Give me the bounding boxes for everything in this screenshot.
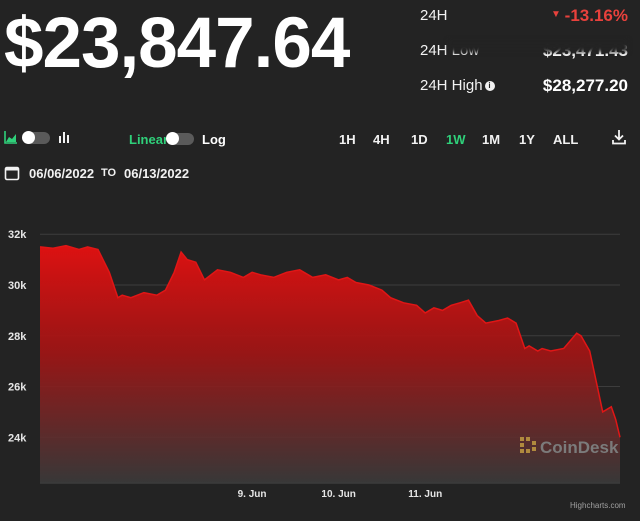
high-label: 24H High i bbox=[420, 77, 495, 94]
y-tick-label: 30k bbox=[8, 280, 27, 292]
range-1d-button[interactable]: 1D bbox=[411, 132, 428, 147]
date-from-input[interactable]: 06/06/2022 bbox=[29, 166, 95, 181]
range-1h-button[interactable]: 1H bbox=[339, 132, 356, 147]
download-icon[interactable] bbox=[611, 129, 627, 145]
x-axis: 9. Jun 10. Jun 11. Jun bbox=[238, 489, 443, 500]
current-price: $23,847.64 bbox=[4, 4, 350, 83]
x-tick-label: 11. Jun bbox=[408, 489, 442, 500]
chart-type-toggle-knob bbox=[22, 131, 35, 144]
down-triangle-icon: ▼ bbox=[551, 9, 561, 20]
y-tick-label: 24k bbox=[8, 432, 27, 444]
bar-chart-icon[interactable] bbox=[58, 130, 70, 144]
coindesk-logo-icon bbox=[520, 437, 536, 453]
y-tick-label: 32k bbox=[8, 229, 27, 241]
x-tick-label: 9. Jun bbox=[238, 489, 267, 500]
high-value: $28,277.20 bbox=[542, 76, 628, 95]
area-fill bbox=[40, 245, 620, 483]
change-value: -13.16% bbox=[564, 6, 628, 25]
y-tick-label: 26k bbox=[8, 382, 27, 394]
y-axis: 32k 30k 28k 26k 24k bbox=[8, 229, 27, 444]
watermark-text: CoinDesk bbox=[540, 438, 619, 457]
high-label-text: 24H High bbox=[420, 77, 483, 94]
date-to-label: TO bbox=[101, 167, 117, 179]
highcharts-credit[interactable]: Highcharts.com bbox=[570, 501, 626, 510]
info-icon[interactable]: i bbox=[484, 81, 495, 92]
scale-toggle-knob bbox=[166, 132, 179, 145]
range-4h-button[interactable]: 4H bbox=[373, 132, 390, 147]
area-series bbox=[39, 244, 621, 483]
price-chart[interactable]: 32k 30k 28k 26k 24k 9. Jun 10. Jun 11. Jun Coi… bbox=[0, 195, 640, 521]
x-tick-label: 10. Jun bbox=[321, 489, 355, 500]
coindesk-watermark: CoinDesk bbox=[520, 437, 619, 457]
linear-label[interactable]: Linear bbox=[129, 132, 169, 147]
log-label[interactable]: Log bbox=[202, 132, 226, 147]
change-label: 24H bbox=[420, 7, 448, 24]
obscured-band bbox=[448, 40, 628, 52]
range-1y-button[interactable]: 1Y bbox=[519, 132, 535, 147]
price-line bbox=[39, 244, 621, 438]
calendar-icon[interactable] bbox=[4, 165, 20, 181]
y-tick-label: 28k bbox=[8, 331, 27, 343]
range-1w-button[interactable]: 1W bbox=[446, 132, 466, 147]
range-all-button[interactable]: ALL bbox=[553, 132, 579, 147]
date-to-input[interactable]: 06/13/2022 bbox=[124, 166, 190, 181]
area-chart-icon[interactable] bbox=[4, 130, 18, 144]
range-1m-button[interactable]: 1M bbox=[482, 132, 501, 147]
